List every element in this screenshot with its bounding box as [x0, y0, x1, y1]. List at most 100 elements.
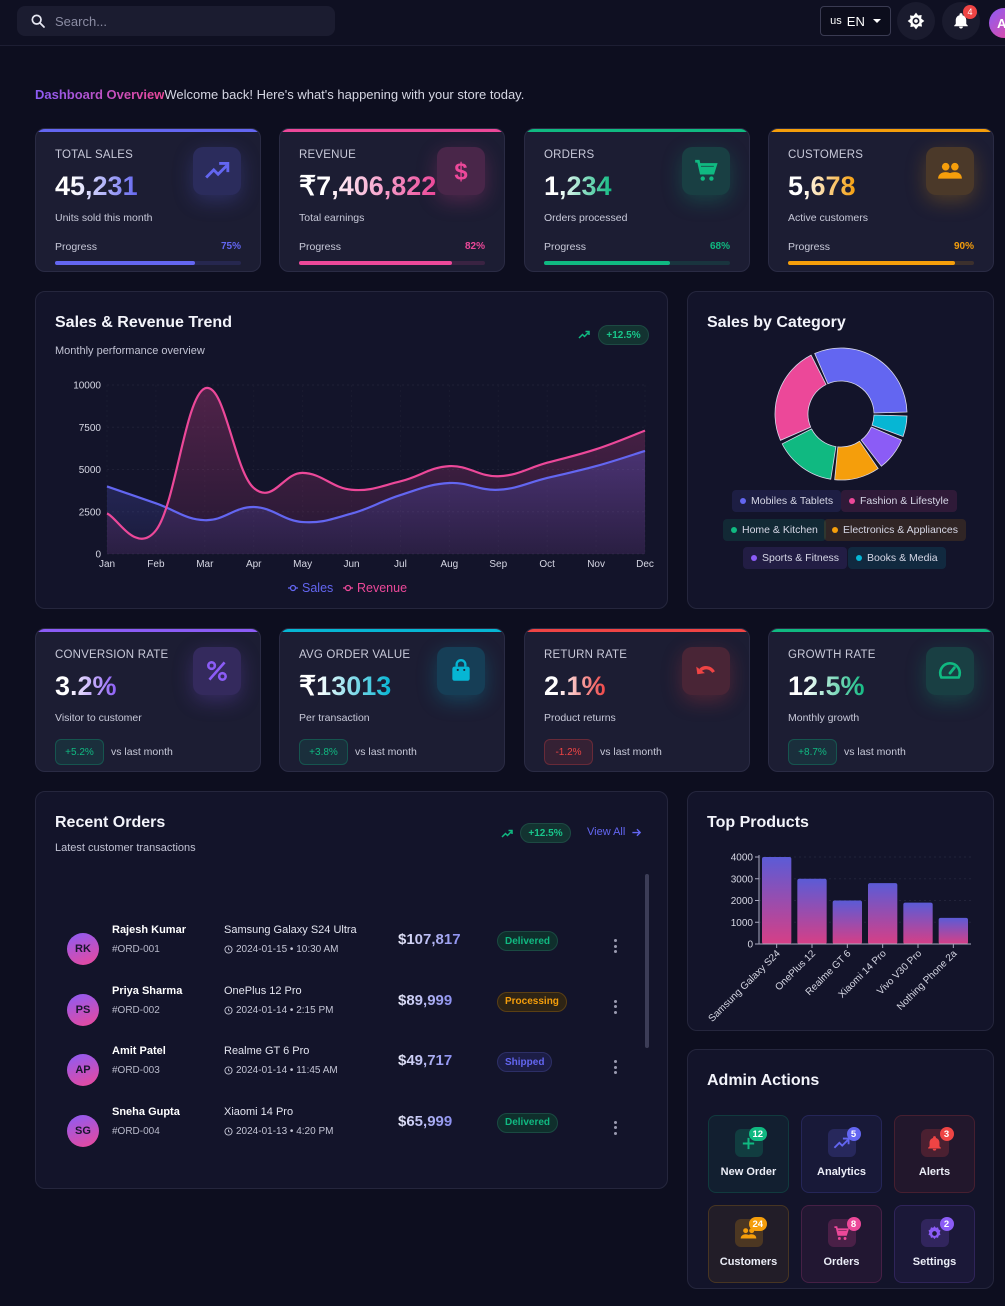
customer-avatar: RK [67, 933, 99, 965]
status-badge: Delivered [497, 931, 559, 951]
search-icon [31, 14, 45, 28]
status-badge: Shipped [497, 1052, 553, 1072]
action-badge: 24 [748, 1217, 768, 1231]
panel-title: Recent Orders [55, 814, 166, 831]
order-amount: $65,999 [398, 1112, 453, 1130]
order-datetime: 2024-01-13 • 4:20 PM [224, 1126, 333, 1137]
action-customers[interactable]: 24 Customers [708, 1205, 789, 1283]
shopping-bag-icon [452, 658, 470, 681]
action-label: Analytics [817, 1166, 866, 1178]
bar-0[interactable] [762, 857, 792, 944]
bar-2[interactable] [832, 900, 862, 945]
x-tick-label: Sep [489, 559, 507, 570]
comparison-label: vs last month [600, 746, 662, 758]
theme-toggle-button[interactable] [897, 2, 935, 40]
action-alerts[interactable]: 3 Alerts [894, 1115, 975, 1193]
donut-slice-1[interactable] [774, 354, 827, 441]
donut-slice-0[interactable] [814, 347, 908, 414]
arrow-right-icon [632, 828, 642, 836]
action-orders[interactable]: 8 Orders [801, 1205, 882, 1283]
action-label: Orders [823, 1256, 860, 1268]
view-all-label: View All [587, 826, 626, 838]
legend-dot [731, 527, 737, 533]
action-icon-box: 12 [734, 1127, 768, 1157]
more-options-icon[interactable] [610, 998, 620, 1016]
panel-subtitle: Latest customer transactions [55, 842, 196, 854]
legend-item[interactable]: Sports & Fitness [743, 547, 848, 569]
progress-bar [299, 261, 485, 265]
action-badge: 5 [846, 1127, 861, 1141]
order-row[interactable]: SG Sneha Gupta #ORD-004 Xiaomi 14 Pro 20… [36, 1106, 643, 1175]
donut-slice-2[interactable] [781, 428, 837, 480]
status-badge: Delivered [497, 1112, 559, 1133]
more-options-icon[interactable] [610, 1058, 620, 1076]
stat-card-customers: CUSTOMERS 5,678 Active customers Progres… [768, 128, 994, 272]
clock-icon [224, 1005, 233, 1015]
action-label: New Order [720, 1166, 777, 1178]
more-options-icon[interactable] [610, 937, 620, 955]
order-row[interactable]: RK Rajesh Kumar #ORD-001 Samsung Galaxy … [36, 924, 643, 993]
legend-item[interactable]: Home & Kitchen [723, 519, 826, 541]
x-tick-label: Samsung Galaxy S24 [707, 948, 783, 1024]
y-tick-label: 3000 [731, 874, 754, 885]
order-row[interactable]: AP Amit Patel #ORD-003 Realme GT 6 Pro 2… [36, 1045, 643, 1114]
user-avatar[interactable]: A [989, 8, 1005, 38]
legend-item-sales[interactable]: Sales [288, 581, 333, 595]
metric-icon-box [926, 647, 974, 695]
order-amount: $49,717 [398, 1052, 453, 1069]
action-new-order[interactable]: 12 New Order [708, 1115, 789, 1193]
customer-name: Priya Sharma [112, 984, 183, 997]
x-tick-label: Nothing Phone 2a [895, 948, 960, 1013]
bar-3[interactable] [868, 883, 898, 944]
panel-title: Sales by Category [707, 314, 846, 331]
legend-item-revenue[interactable]: Revenue [343, 581, 407, 595]
y-tick-label: 2500 [79, 507, 102, 518]
product-name: Samsung Galaxy S24 Ultra [224, 924, 357, 936]
stat-subtitle: Orders processed [544, 212, 628, 224]
legend-dot [832, 527, 838, 533]
svg-text:$: $ [454, 159, 467, 184]
action-icon-box: 8 [827, 1217, 861, 1247]
speedometer-icon [938, 661, 962, 679]
legend-label: Sales [302, 581, 333, 595]
bar-5[interactable] [938, 917, 968, 944]
panel-subtitle: Monthly performance overview [55, 345, 205, 357]
order-row[interactable]: PS Priya Sharma #ORD-002 OnePlus 12 Pro … [36, 985, 643, 1054]
metric-subtitle: Per transaction [299, 712, 370, 724]
donut-slice-5[interactable] [871, 414, 908, 437]
y-tick-label: 2000 [731, 896, 754, 907]
admin-actions-panel: Admin Actions 12 New Order 5 Analytics 3… [687, 1049, 994, 1289]
bar-4[interactable] [903, 902, 933, 944]
search-input[interactable] [55, 13, 315, 29]
accent-bar [769, 129, 993, 132]
brightness-icon [907, 12, 925, 30]
x-tick-label: Dec [636, 559, 654, 570]
bar-1[interactable] [797, 878, 827, 944]
customer-avatar: AP [67, 1054, 99, 1086]
action-settings[interactable]: 2 Settings [894, 1205, 975, 1283]
search-box[interactable] [17, 6, 335, 36]
legend-item[interactable]: Electronics & Appliances [824, 519, 966, 541]
accent-bar [36, 629, 260, 632]
order-amount: $89,999 [398, 991, 453, 1009]
action-analytics[interactable]: 5 Analytics [801, 1115, 882, 1193]
trending-up-icon [205, 162, 230, 179]
donut-slice-4[interactable] [860, 426, 903, 467]
customer-name: Amit Patel [112, 1045, 166, 1057]
x-tick-label: Mar [196, 559, 214, 570]
stat-icon-box [926, 147, 974, 195]
donut-slice-3[interactable] [834, 440, 879, 481]
legend-item[interactable]: Mobiles & Tablets [732, 490, 842, 512]
metric-label: CONVERSION RATE [55, 649, 169, 661]
view-all-link[interactable]: View All [587, 826, 642, 838]
clock-icon [224, 1066, 233, 1075]
metric-card-avg-order-value: AVG ORDER VALUE ₹13013 Per transaction +… [279, 628, 505, 772]
orders-scrollbar[interactable] [645, 874, 649, 1048]
language-selector[interactable]: us EN [820, 6, 891, 36]
legend-item[interactable]: Books & Media [848, 547, 946, 569]
notifications-button[interactable]: 4 [942, 2, 980, 40]
y-tick-label: 5000 [79, 465, 102, 476]
legend-item[interactable]: Fashion & Lifestyle [841, 490, 957, 512]
more-options-icon[interactable] [610, 1119, 620, 1137]
